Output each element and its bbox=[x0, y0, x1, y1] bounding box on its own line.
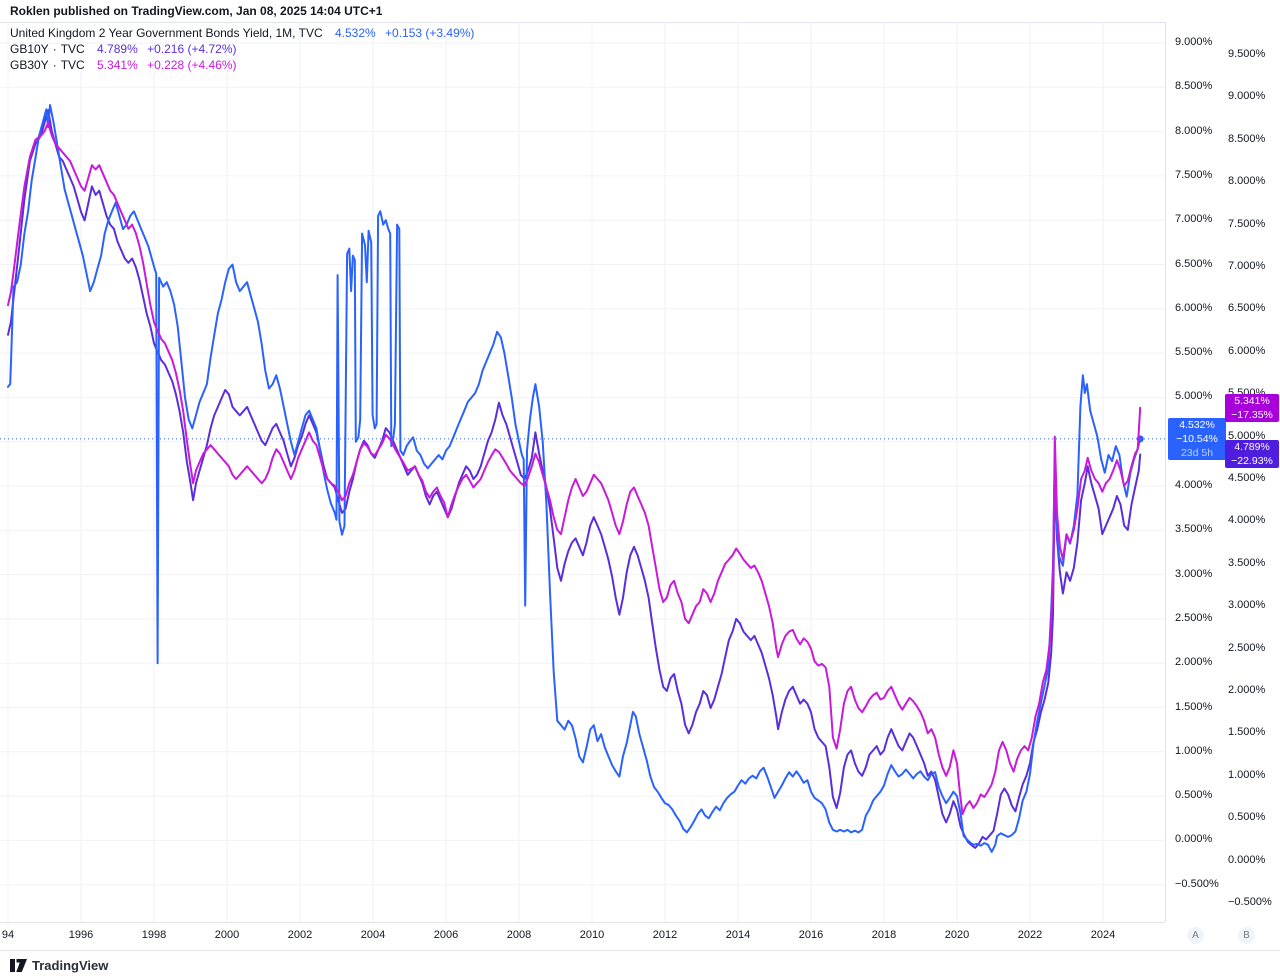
price-tick-a: 2.000% bbox=[1175, 656, 1213, 669]
price-tick-b: 6.500% bbox=[1228, 302, 1266, 315]
time-tick-2006: 2006 bbox=[433, 929, 459, 941]
series-symbol-gb30y: GB30Y bbox=[10, 58, 49, 72]
price-tick-a: 3.500% bbox=[1175, 523, 1213, 536]
publish-header: Roklen published on TradingView.com, Jan… bbox=[0, 0, 1280, 23]
price-tick-a: 5.000% bbox=[1175, 390, 1213, 403]
series-value-gb2y: 4.532% bbox=[334, 26, 376, 40]
time-tick-2014: 2014 bbox=[725, 929, 751, 941]
price-tick-a: 5.500% bbox=[1175, 346, 1213, 359]
price-tick-b: 6.000% bbox=[1228, 344, 1266, 357]
price-tick-b: 2.000% bbox=[1228, 684, 1266, 696]
series-line-gb10y bbox=[7, 109, 1142, 849]
price-tag-change: −10.54% bbox=[1176, 432, 1218, 445]
price-tick-a: 7.000% bbox=[1175, 213, 1213, 226]
price-tick-a: 1.000% bbox=[1175, 744, 1213, 757]
tradingview-brand-link[interactable]: TradingView bbox=[10, 958, 108, 973]
price-tick-b: 8.500% bbox=[1228, 132, 1266, 145]
time-tick-1996: 1996 bbox=[68, 929, 94, 941]
scale-b-button[interactable]: B bbox=[1238, 927, 1255, 944]
price-tick-a: 4.000% bbox=[1175, 479, 1213, 491]
series-value-gb10y: 4.789% bbox=[97, 42, 138, 56]
series-exchange-gb30y: TVC bbox=[60, 58, 85, 72]
price-tick-b: 4.500% bbox=[1228, 472, 1266, 484]
time-tick-2002: 2002 bbox=[287, 929, 313, 941]
price-tag-gb10y: 4.789% −22.93% bbox=[1225, 440, 1279, 469]
price-tick-b: 3.500% bbox=[1228, 556, 1266, 569]
legend-row-gb2y[interactable]: United Kingdom 2 Year Government Bonds Y… bbox=[10, 26, 474, 41]
price-scale[interactable]: 9.000% 8.500% 8.000% 7.500% 7.000% 6.500% 6.00… bbox=[1165, 22, 1280, 922]
chart-pane[interactable] bbox=[0, 22, 1165, 922]
legend-separator: · bbox=[52, 58, 57, 72]
time-tick-2000: 2000 bbox=[214, 929, 240, 941]
series-line-gb2y bbox=[7, 104, 1142, 853]
time-tick-2008: 2008 bbox=[506, 929, 532, 941]
time-tick-94: 94 bbox=[1, 929, 15, 941]
series-exchange-gb10y: TVC bbox=[60, 42, 85, 56]
price-tag-change: −22.93% bbox=[1231, 455, 1273, 468]
attribution-footer: TradingView bbox=[0, 950, 1280, 979]
scale-a-button[interactable]: A bbox=[1187, 927, 1204, 944]
time-axis-border bbox=[0, 922, 1165, 923]
price-tick-b: 0.000% bbox=[1228, 853, 1266, 866]
price-tick-b: 4.000% bbox=[1228, 514, 1266, 527]
price-tick-b: 3.000% bbox=[1228, 599, 1266, 612]
price-tick-a: 0.000% bbox=[1175, 833, 1213, 846]
price-tick-b: 9.000% bbox=[1228, 90, 1266, 103]
price-tick-a: 6.000% bbox=[1175, 301, 1213, 314]
time-tick-1998: 1998 bbox=[141, 929, 167, 941]
price-tag-value: 4.789% bbox=[1234, 441, 1270, 454]
price-tag-gb2y: 4.532% −10.54% 23d 5h bbox=[1168, 417, 1226, 460]
series-change-gb2y: +0.153 (+3.49%) bbox=[385, 26, 475, 40]
price-tick-b: −0.500% bbox=[1228, 896, 1272, 908]
price-tick-a: 8.500% bbox=[1175, 80, 1213, 93]
price-tick-a: 8.000% bbox=[1175, 124, 1213, 137]
price-tick-b: 9.500% bbox=[1228, 48, 1266, 60]
price-tick-a: 7.500% bbox=[1175, 168, 1213, 181]
series-title-gb2y: United Kingdom 2 Year Government Bonds Y… bbox=[10, 26, 323, 40]
price-tag-value: 4.532% bbox=[1179, 418, 1215, 431]
price-tag-value: 5.341% bbox=[1234, 394, 1270, 407]
price-tick-a: 3.000% bbox=[1175, 567, 1213, 580]
legend-row-gb30y[interactable]: GB30Y · TVC 5.341% +0.228 (+4.46%) bbox=[10, 58, 474, 73]
time-axis[interactable]: A B 94 1996 1998 2000 2002 2004 2006 2008 2010 20… bbox=[0, 922, 1280, 950]
legend-row-gb10y[interactable]: GB10Y · TVC 4.789% +0.216 (+4.72%) bbox=[10, 42, 474, 57]
time-tick-2016: 2016 bbox=[798, 929, 824, 941]
time-tick-2004: 2004 bbox=[360, 929, 386, 941]
legend-separator: · bbox=[52, 42, 57, 56]
price-tag-change: −17.35% bbox=[1231, 408, 1273, 421]
price-tick-a: 1.500% bbox=[1175, 700, 1213, 713]
price-tick-a: 0.500% bbox=[1175, 789, 1213, 802]
price-tick-b: 5.000% bbox=[1228, 429, 1266, 442]
series-change-gb30y: +0.228 (+4.46%) bbox=[147, 58, 237, 72]
price-tick-b: 8.000% bbox=[1228, 175, 1266, 188]
tradingview-brand-text: TradingView bbox=[32, 958, 109, 973]
price-tick-b: 0.500% bbox=[1228, 811, 1266, 824]
time-tick-2022: 2022 bbox=[1017, 929, 1043, 941]
time-tick-2018: 2018 bbox=[871, 929, 897, 941]
series-value-gb30y: 5.341% bbox=[97, 58, 138, 72]
price-tick-a: −0.500% bbox=[1175, 877, 1219, 890]
time-tick-2024: 2024 bbox=[1090, 929, 1116, 941]
series-symbol-gb10y: GB10Y bbox=[10, 42, 49, 56]
time-tick-2020: 2020 bbox=[944, 929, 970, 941]
price-tag-gb30y: 5.341% −17.35% bbox=[1225, 393, 1279, 422]
series-change-gb10y: +0.216 (+4.72%) bbox=[147, 42, 237, 56]
tradingview-logo-icon bbox=[10, 959, 27, 972]
time-tick-2010: 2010 bbox=[579, 929, 605, 941]
price-tick-a: 2.500% bbox=[1175, 611, 1213, 624]
time-tick-2012: 2012 bbox=[652, 929, 678, 941]
price-tick-b: 7.500% bbox=[1228, 217, 1266, 230]
publish-line: Roklen published on TradingView.com, Jan… bbox=[10, 4, 383, 18]
price-tick-b: 1.000% bbox=[1228, 768, 1266, 781]
series-line-gb30y bbox=[7, 121, 1142, 815]
price-tick-b: 1.500% bbox=[1228, 726, 1266, 739]
legend: United Kingdom 2 Year Government Bonds Y… bbox=[10, 26, 474, 74]
price-tick-b: 7.000% bbox=[1228, 260, 1266, 272]
price-tick-a: 9.000% bbox=[1175, 36, 1213, 48]
bar-countdown: 23d 5h bbox=[1180, 446, 1214, 459]
price-tick-b: 2.500% bbox=[1228, 641, 1266, 654]
price-tick-a: 6.500% bbox=[1175, 257, 1213, 270]
